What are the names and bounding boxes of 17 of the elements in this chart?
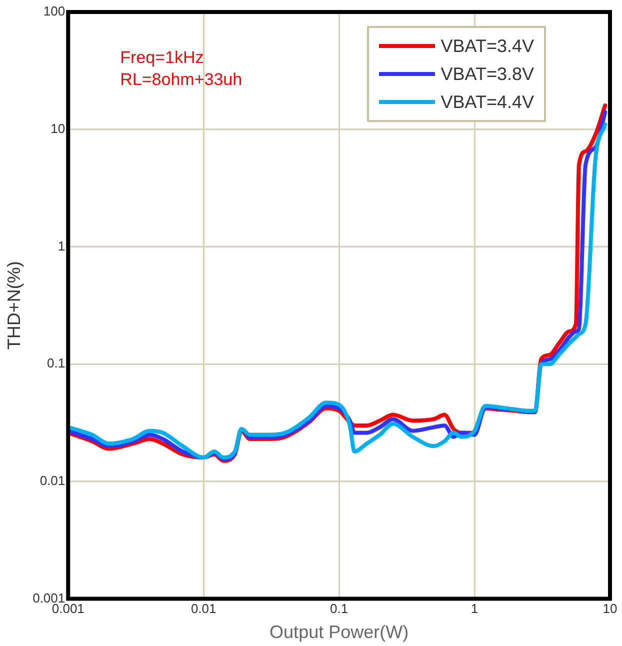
legend-label: VBAT=3.4V [440,36,534,56]
y-tick-label: 10 [50,120,66,136]
y-tick-label: 0.001 [32,590,66,606]
y-tick-label: 100 [43,4,66,19]
x-axis-title: Output Power(W) [270,622,409,642]
annotation: Freq=1kHz [120,48,204,68]
legend-label: VBAT=4.4V [440,92,534,112]
x-tick-label: 1 [470,601,478,616]
annotation: RL=8ohm+33uh [120,70,242,90]
x-tick-label: 10 [602,601,618,616]
x-tick-label: 0.01 [190,601,216,616]
y-axis-title: THD+N(%) [4,261,24,350]
legend-label: VBAT=3.8V [440,64,534,84]
y-tick-label: 0.1 [47,356,66,371]
x-tick-label: 0.1 [330,601,348,616]
y-tick-label: 1 [58,238,66,254]
y-tick-label: 0.01 [40,473,66,488]
